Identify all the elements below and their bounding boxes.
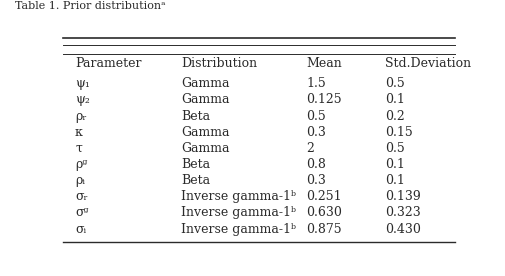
Text: 0.630: 0.630 bbox=[306, 206, 341, 219]
Text: Table 1. Prior distributionᵃ: Table 1. Prior distributionᵃ bbox=[15, 1, 165, 10]
Text: Inverse gamma-1ᵇ: Inverse gamma-1ᵇ bbox=[181, 206, 295, 219]
Text: 0.8: 0.8 bbox=[306, 158, 326, 171]
Text: 0.1: 0.1 bbox=[384, 93, 404, 106]
Text: Std.Deviation: Std.Deviation bbox=[384, 57, 470, 70]
Text: 0.251: 0.251 bbox=[306, 190, 341, 203]
Text: ρᵍ: ρᵍ bbox=[75, 158, 87, 171]
Text: 0.125: 0.125 bbox=[306, 93, 341, 106]
Text: Gamma: Gamma bbox=[181, 93, 229, 106]
Text: 0.430: 0.430 bbox=[384, 222, 420, 235]
Text: τ: τ bbox=[75, 142, 82, 155]
Text: Distribution: Distribution bbox=[181, 57, 257, 70]
Text: κ: κ bbox=[75, 126, 83, 139]
Text: 0.5: 0.5 bbox=[306, 110, 326, 123]
Text: ψ₁: ψ₁ bbox=[75, 77, 90, 90]
Text: Inverse gamma-1ᵇ: Inverse gamma-1ᵇ bbox=[181, 190, 295, 203]
Text: 0.1: 0.1 bbox=[384, 174, 404, 187]
Text: 0.139: 0.139 bbox=[384, 190, 420, 203]
Text: 2: 2 bbox=[306, 142, 314, 155]
Text: 0.2: 0.2 bbox=[384, 110, 404, 123]
Text: Mean: Mean bbox=[306, 57, 341, 70]
Text: ρᵣ: ρᵣ bbox=[75, 110, 86, 123]
Text: Gamma: Gamma bbox=[181, 142, 229, 155]
Text: Inverse gamma-1ᵇ: Inverse gamma-1ᵇ bbox=[181, 222, 295, 235]
Text: Beta: Beta bbox=[181, 174, 210, 187]
Text: 0.1: 0.1 bbox=[384, 158, 404, 171]
Text: 0.323: 0.323 bbox=[384, 206, 420, 219]
Text: Gamma: Gamma bbox=[181, 126, 229, 139]
Text: ρᵢ: ρᵢ bbox=[75, 174, 85, 187]
Text: σᵣ: σᵣ bbox=[75, 190, 88, 203]
Text: 0.875: 0.875 bbox=[306, 222, 341, 235]
Text: Parameter: Parameter bbox=[75, 57, 141, 70]
Text: 0.5: 0.5 bbox=[384, 77, 404, 90]
Text: 0.3: 0.3 bbox=[306, 174, 326, 187]
Text: 0.15: 0.15 bbox=[384, 126, 412, 139]
Text: Gamma: Gamma bbox=[181, 77, 229, 90]
Text: Beta: Beta bbox=[181, 158, 210, 171]
Text: 0.5: 0.5 bbox=[384, 142, 404, 155]
Text: 0.3: 0.3 bbox=[306, 126, 326, 139]
Text: σᵢ: σᵢ bbox=[75, 222, 86, 235]
Text: Beta: Beta bbox=[181, 110, 210, 123]
Text: 1.5: 1.5 bbox=[306, 77, 326, 90]
Text: σᵍ: σᵍ bbox=[75, 206, 88, 219]
Text: ψ₂: ψ₂ bbox=[75, 93, 90, 106]
